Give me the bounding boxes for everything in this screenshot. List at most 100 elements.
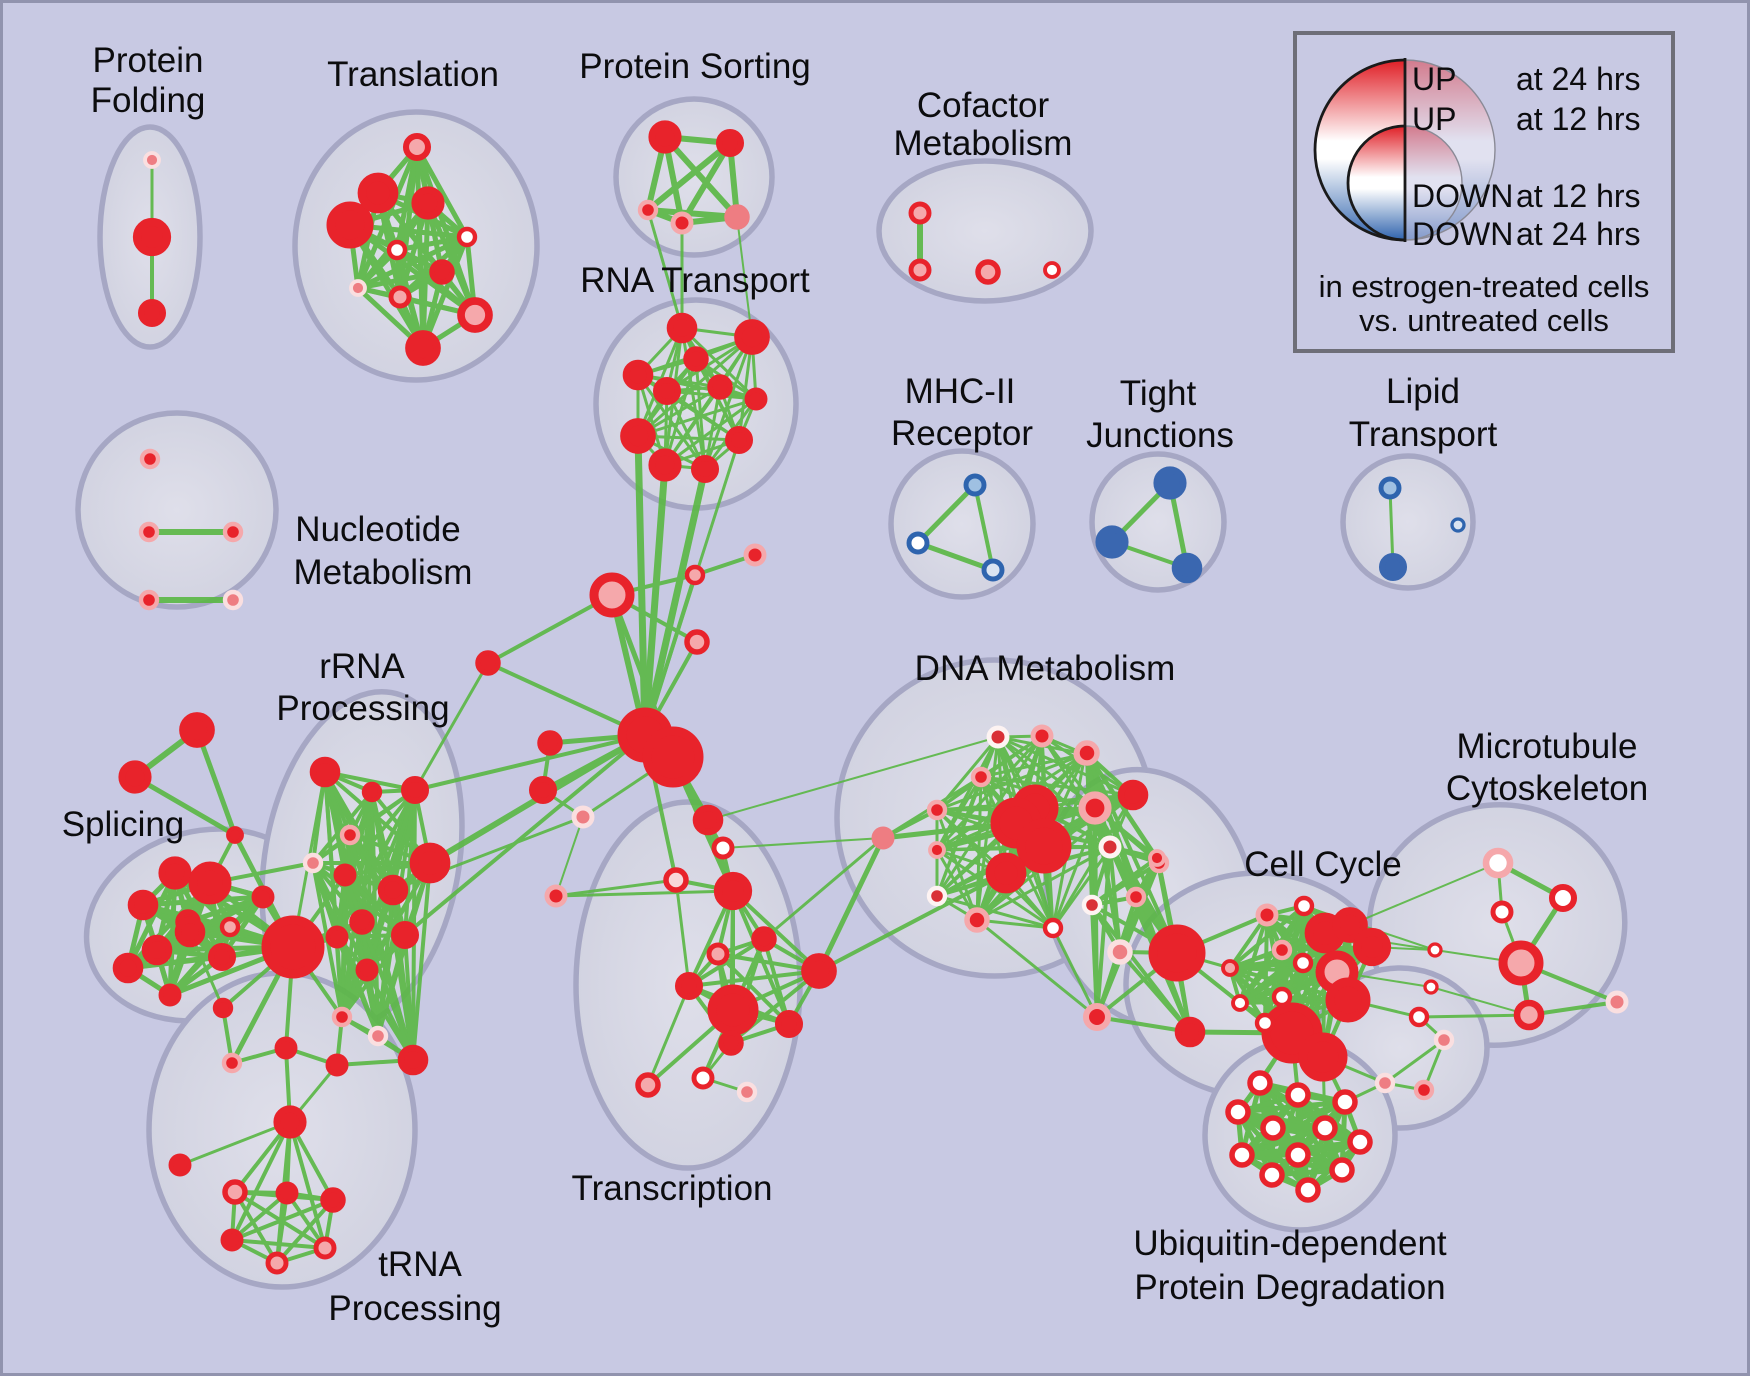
gene-node[interactable] <box>648 448 682 482</box>
gene-node[interactable] <box>1078 791 1112 825</box>
gene-node[interactable] <box>674 971 704 1001</box>
gene-node[interactable] <box>1148 849 1166 867</box>
gene-node[interactable] <box>1107 939 1133 965</box>
gene-node[interactable] <box>622 359 654 391</box>
gene-node[interactable] <box>715 128 745 158</box>
gene-node[interactable] <box>118 760 152 794</box>
gene-node[interactable] <box>309 756 341 788</box>
gene-node[interactable] <box>1225 1099 1251 1125</box>
gene-node[interactable] <box>652 376 682 406</box>
gene-node[interactable] <box>871 826 895 850</box>
gene-node[interactable] <box>1332 1089 1358 1115</box>
gene-node[interactable] <box>222 1179 248 1205</box>
gene-node[interactable] <box>325 1053 349 1077</box>
gene-node[interactable] <box>222 521 244 543</box>
gene-node[interactable] <box>1098 835 1122 859</box>
gene-node[interactable] <box>683 346 709 372</box>
gene-node[interactable] <box>528 775 558 805</box>
gene-node[interactable] <box>1312 1115 1338 1141</box>
gene-node[interactable] <box>222 589 244 611</box>
gene-node[interactable] <box>1259 1162 1285 1188</box>
gene-node[interactable] <box>670 211 694 235</box>
gene-node[interactable] <box>1548 883 1578 913</box>
gene-node[interactable] <box>456 226 478 248</box>
gene-node[interactable] <box>302 852 324 874</box>
gene-node[interactable] <box>1423 979 1439 995</box>
gene-node[interactable] <box>1095 525 1129 559</box>
gene-node[interactable] <box>801 953 837 989</box>
gene-node[interactable] <box>620 418 656 454</box>
gene-node[interactable] <box>1285 1082 1311 1108</box>
gene-node[interactable] <box>964 907 990 933</box>
gene-node[interactable] <box>970 766 992 788</box>
gene-node[interactable] <box>138 589 160 611</box>
gene-node[interactable] <box>1081 894 1103 916</box>
gene-node[interactable] <box>963 473 987 497</box>
gene-node[interactable] <box>744 387 768 411</box>
gene-node[interactable] <box>1030 724 1054 748</box>
gene-node[interactable] <box>707 374 733 400</box>
gene-node[interactable] <box>1231 994 1249 1012</box>
gene-node[interactable] <box>361 781 383 803</box>
gene-node[interactable] <box>1255 903 1279 927</box>
gene-node[interactable] <box>339 824 361 846</box>
gene-node[interactable] <box>1450 517 1466 533</box>
gene-node[interactable] <box>774 1009 804 1039</box>
gene-node[interactable] <box>1254 1012 1276 1034</box>
gene-node[interactable] <box>690 454 720 484</box>
gene-node[interactable] <box>226 826 244 844</box>
gene-node[interactable] <box>1153 466 1187 500</box>
gene-node[interactable] <box>333 863 357 887</box>
gene-node[interactable] <box>325 925 349 949</box>
gene-node[interactable] <box>986 725 1010 749</box>
gene-node[interactable] <box>1378 552 1408 582</box>
gene-node[interactable] <box>1482 847 1514 879</box>
gene-node[interactable] <box>212 997 234 1019</box>
gene-node[interactable] <box>1171 552 1203 584</box>
gene-node[interactable] <box>724 204 750 230</box>
gene-node[interactable] <box>928 841 946 859</box>
gene-node[interactable] <box>1074 740 1100 766</box>
gene-node[interactable] <box>313 1236 337 1260</box>
gene-node[interactable] <box>635 1072 661 1098</box>
gene-node[interactable] <box>908 201 932 225</box>
gene-node[interactable] <box>274 1036 298 1060</box>
gene-node[interactable] <box>1378 476 1402 500</box>
gene-node[interactable] <box>684 629 710 655</box>
gene-node[interactable] <box>355 958 379 982</box>
gene-node[interactable] <box>1329 1157 1355 1183</box>
gene-node[interactable] <box>400 775 430 805</box>
gene-node[interactable] <box>713 871 753 911</box>
gene-node[interactable] <box>706 942 730 966</box>
gene-node[interactable] <box>1285 1142 1311 1168</box>
gene-node[interactable] <box>1513 999 1545 1031</box>
gene-node[interactable] <box>326 201 374 249</box>
gene-node[interactable] <box>1332 907 1368 943</box>
gene-node[interactable] <box>666 312 698 344</box>
gene-node[interactable] <box>691 1066 715 1090</box>
gene-node[interactable] <box>571 805 595 829</box>
gene-node[interactable] <box>405 330 441 366</box>
gene-node[interactable] <box>981 558 1005 582</box>
gene-node[interactable] <box>1043 261 1061 279</box>
gene-node[interactable] <box>751 926 777 952</box>
gene-node[interactable] <box>1271 986 1293 1008</box>
gene-node[interactable] <box>692 804 724 836</box>
gene-node[interactable] <box>1293 895 1315 917</box>
gene-node[interactable] <box>1148 924 1206 982</box>
gene-node[interactable] <box>1605 990 1629 1014</box>
gene-node[interactable] <box>637 199 659 221</box>
gene-node[interactable] <box>1427 942 1443 958</box>
gene-node[interactable] <box>1347 1129 1373 1155</box>
gene-node[interactable] <box>174 916 206 948</box>
gene-node[interactable] <box>1221 959 1239 977</box>
gene-node[interactable] <box>429 259 455 285</box>
gene-node[interactable] <box>220 1228 244 1252</box>
gene-node[interactable] <box>349 279 367 297</box>
gene-node[interactable] <box>684 564 706 586</box>
gene-node[interactable] <box>926 885 948 907</box>
gene-node[interactable] <box>1490 900 1514 924</box>
gene-node[interactable] <box>1352 927 1392 967</box>
gene-node[interactable] <box>1408 1006 1430 1028</box>
gene-node[interactable] <box>188 861 232 905</box>
